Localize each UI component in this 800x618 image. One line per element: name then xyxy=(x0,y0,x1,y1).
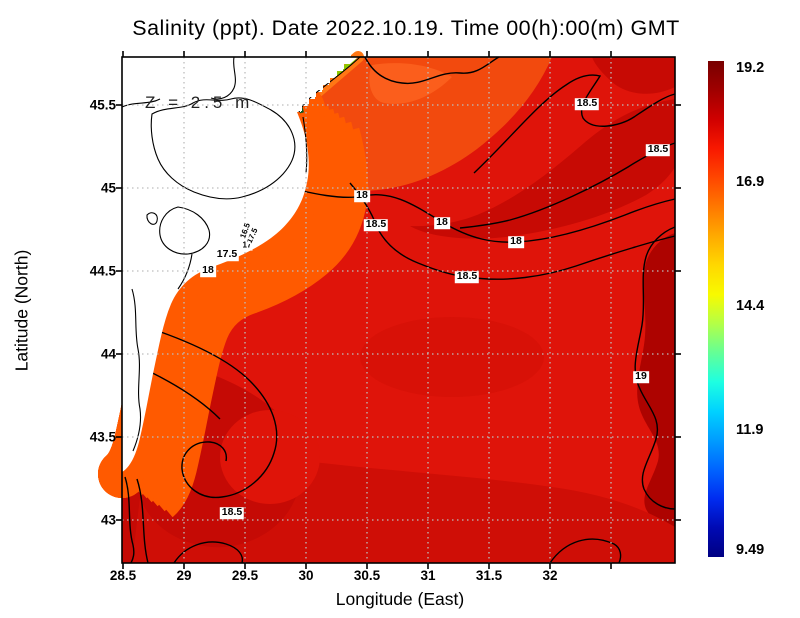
x-tick-label: 31 xyxy=(420,568,436,583)
figure-title: Salinity (ppt). Date 2022.10.19. Time 00… xyxy=(132,16,680,40)
coastline-outlines xyxy=(121,56,361,452)
tick-marks xyxy=(116,51,681,569)
y-tick-label: 43.5 xyxy=(89,429,116,445)
contour-label: 18.5 xyxy=(574,97,600,110)
colorbar-tick-label: 9.49 xyxy=(736,542,765,558)
x-axis-label: Longitude (East) xyxy=(335,589,465,609)
x-tick-label: 30 xyxy=(298,568,314,583)
y-tick-label: 44.5 xyxy=(89,263,116,279)
colorbar xyxy=(708,61,724,557)
land-layer xyxy=(121,55,361,472)
y-tick-label: 45 xyxy=(100,180,116,196)
y-axis-label: Latitude (North) xyxy=(11,249,32,372)
x-tick-label: 29.5 xyxy=(231,568,259,583)
contour-label: 17.5 xyxy=(214,248,240,261)
colorbar-tick-label: 16.9 xyxy=(736,174,765,191)
contour-label: 18 xyxy=(200,264,216,277)
contour-label: 18 xyxy=(508,235,524,248)
axes-frame xyxy=(116,51,681,569)
contour-label: 18.5 xyxy=(219,506,245,519)
x-tick-label: 29 xyxy=(176,568,192,583)
contour-label: 18.5 xyxy=(454,270,480,283)
x-tick-label: 31.5 xyxy=(475,568,503,583)
colorbar-tick-label: 11.9 xyxy=(736,422,764,439)
map-plot-area xyxy=(98,51,681,569)
colorbar-tick-label: 14.4 xyxy=(736,298,765,315)
contour-label: 17 xyxy=(241,240,253,251)
contour-label: 19 xyxy=(633,370,649,383)
y-tick-label: 43 xyxy=(100,512,116,528)
y-tick-label: 45.5 xyxy=(89,97,116,113)
map-svg xyxy=(98,51,681,569)
x-tick-label: 28.5 xyxy=(109,568,137,583)
x-tick-label: 32 xyxy=(542,568,558,583)
colorbar-tick-label: 19.2 xyxy=(736,60,765,76)
contour-label: 18.5 xyxy=(363,218,389,231)
x-tick-label: 30.5 xyxy=(353,568,381,583)
coast-stairsteps xyxy=(295,55,351,111)
y-tick-label: 44 xyxy=(100,346,116,362)
contour-label: 18.5 xyxy=(645,143,671,156)
depth-annotation: Z = 2.5 m xyxy=(145,93,254,112)
contour-label: 18 xyxy=(434,216,450,229)
contour-label: 18 xyxy=(354,189,370,202)
